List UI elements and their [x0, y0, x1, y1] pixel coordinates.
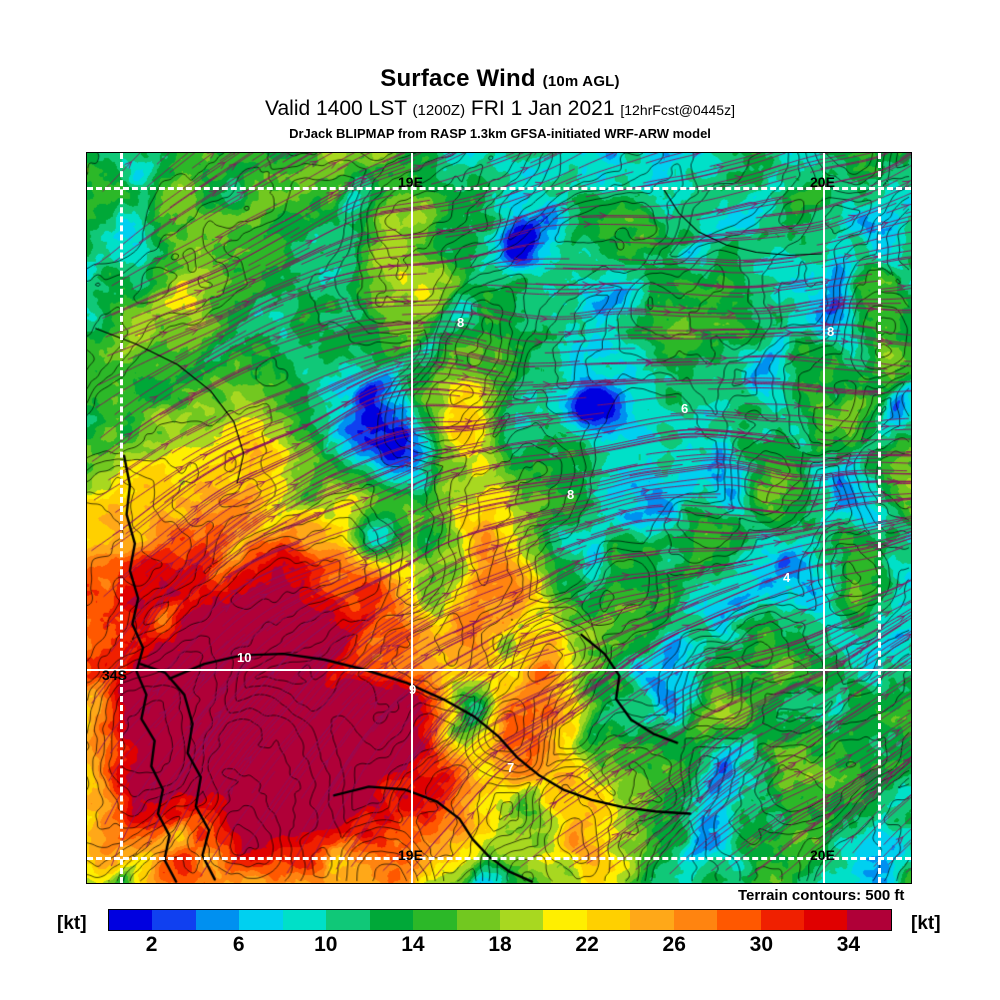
- gridline-lon-20e: [823, 153, 825, 883]
- forecast-tag: [12hrFcst@0445z]: [620, 102, 735, 118]
- colorbar-swatch-17: [847, 910, 891, 930]
- weather-map[interactable]: 19E 20E 19E 20E 10 8 6 4 8 9 7 8: [86, 152, 912, 884]
- contour-label-6-2: 6: [681, 401, 689, 416]
- contour-label-8-1: 8: [827, 324, 835, 339]
- colorbar-tick-6: 6: [232, 933, 245, 956]
- colorbar-swatch-10: [543, 910, 587, 930]
- colorbar-swatch-12: [630, 910, 674, 930]
- colorbar-tick-18: 18: [488, 933, 512, 956]
- colorbar-swatch-1: [152, 910, 196, 930]
- title-block: Surface Wind (10m AGL) Valid 1400 LST (1…: [0, 66, 1000, 142]
- contour-label-7-6: 7: [507, 760, 515, 775]
- domain-box-right: [878, 153, 881, 883]
- colorbar-unit-left: [kt]: [57, 913, 87, 934]
- valid-date: FRI 1 Jan 2021: [470, 97, 615, 120]
- lat-label-0: 34S: [102, 667, 127, 683]
- wind-speed-raster: [87, 153, 911, 883]
- colorbar[interactable]: [kt] [kt] 2 6 10 14 18 22 26 30 34: [0, 905, 1000, 965]
- colorbar-tick-14: 14: [401, 933, 425, 956]
- lon-label-2: 19E: [398, 847, 423, 863]
- contour-label-8-7: 8: [567, 487, 575, 502]
- colorbar-swatch-16: [804, 910, 848, 930]
- colorbar-swatch-5: [326, 910, 370, 930]
- colorbar-swatch-4: [282, 910, 327, 930]
- domain-box-left: [120, 153, 123, 883]
- title-main-sub: (10m AGL): [542, 73, 620, 90]
- colorbar-swatch-13: [673, 910, 718, 930]
- model-source: DrJack BLIPMAP from RASP 1.3km GFSA-init…: [289, 126, 711, 141]
- colorbar-swatch-11: [586, 910, 631, 930]
- lon-label-1: 20E: [810, 174, 835, 190]
- gridline-lat-34s: [87, 669, 911, 671]
- colorbar-swatch-6: [369, 910, 414, 930]
- valid-line: Valid 1400 LST (1200Z) FRI 1 Jan 2021 [1…: [0, 96, 1000, 124]
- terrain-contour-note: Terrain contours: 500 ft: [738, 887, 905, 904]
- contour-label-8-4: 8: [457, 315, 465, 330]
- valid-zulu: (1200Z): [412, 102, 466, 119]
- contour-label-10-0: 10: [237, 650, 252, 665]
- colorbar-tick-30: 30: [749, 933, 774, 956]
- domain-box-top: [87, 187, 911, 190]
- contour-label-4-3: 4: [783, 570, 791, 585]
- colorbar-swatch-7: [413, 910, 457, 930]
- colorbar-swatch-9: [499, 910, 544, 930]
- colorbar-tick-34: 34: [836, 933, 861, 956]
- colorbar-tick-22: 22: [575, 933, 599, 956]
- gridline-lon-19e: [411, 153, 413, 883]
- colorbar-swatches: [108, 909, 892, 931]
- title-main: Surface Wind: [380, 65, 536, 92]
- colorbar-swatch-15: [760, 910, 804, 930]
- contour-label-9-5: 9: [409, 682, 417, 697]
- colorbar-swatch-8: [456, 910, 500, 930]
- colorbar-tick-labels: 2 6 10 14 18 22 26 30 34: [108, 933, 892, 959]
- colorbar-unit-right: [kt]: [911, 913, 941, 934]
- colorbar-tick-26: 26: [662, 933, 686, 956]
- lon-label-3: 20E: [810, 847, 835, 863]
- domain-box-bottom: [87, 857, 911, 860]
- valid-prefix: Valid 1400 LST: [265, 97, 407, 120]
- colorbar-swatch-3: [239, 910, 283, 930]
- page-title: Surface Wind (10m AGL): [0, 66, 1000, 95]
- colorbar-swatch-2: [195, 910, 240, 930]
- colorbar-tick-2: 2: [145, 933, 158, 956]
- colorbar-swatch-0: [109, 910, 153, 930]
- lon-label-0: 19E: [398, 174, 423, 190]
- colorbar-swatch-14: [717, 910, 761, 930]
- colorbar-tick-10: 10: [314, 933, 338, 956]
